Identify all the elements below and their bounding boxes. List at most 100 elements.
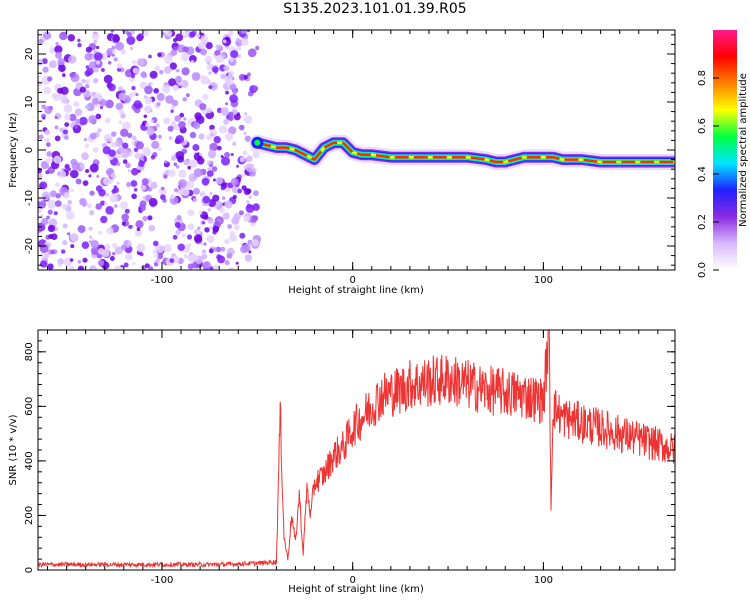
noise-speckle: [168, 78, 177, 87]
noise-speckle: [54, 115, 58, 120]
noise-speckle: [97, 128, 102, 133]
noise-speckle: [229, 83, 237, 91]
noise-speckle: [247, 239, 253, 245]
noise-speckle: [88, 226, 93, 231]
noise-speckle: [214, 200, 223, 210]
noise-speckle: [220, 246, 226, 252]
noise-speckle: [213, 136, 221, 144]
noise-speckle: [164, 55, 173, 64]
noise-speckle: [207, 208, 211, 212]
noise-speckle: [181, 67, 190, 76]
noise-speckle: [154, 65, 161, 72]
noise-speckle: [105, 192, 110, 197]
noise-speckle: [73, 101, 80, 108]
noise-speckle: [44, 129, 51, 135]
noise-speckle: [111, 49, 116, 54]
noise-speckle: [240, 38, 249, 46]
noise-speckle: [237, 54, 241, 58]
noise-speckle: [41, 191, 51, 201]
noise-speckle: [157, 52, 162, 58]
noise-speckle: [249, 215, 258, 223]
noise-speckle: [181, 187, 190, 197]
noise-speckle: [175, 135, 185, 144]
noise-speckle: [100, 200, 106, 206]
noise-speckle: [88, 61, 97, 69]
noise-speckle: [243, 159, 247, 163]
noise-speckle: [38, 38, 44, 45]
noise-speckle: [132, 261, 136, 266]
noise-speckle: [169, 258, 175, 263]
spectrogram-plot-area: [38, 30, 675, 270]
noise-speckle: [112, 242, 118, 248]
noise-speckle: [103, 133, 113, 143]
noise-speckle: [47, 224, 56, 233]
noise-speckle: [38, 200, 47, 209]
noise-speckle: [70, 244, 75, 249]
noise-speckle: [164, 160, 168, 164]
noise-speckle: [107, 61, 112, 65]
noise-speckle: [247, 48, 257, 58]
noise-speckle: [242, 243, 251, 253]
noise-speckle: [228, 126, 237, 135]
noise-speckle: [252, 203, 260, 211]
noise-speckle: [59, 31, 68, 41]
noise-speckle: [172, 84, 179, 92]
noise-speckle: [187, 223, 195, 231]
noise-speckle: [199, 190, 206, 198]
noise-speckle: [220, 73, 226, 80]
noise-speckle: [145, 105, 152, 112]
noise-speckle: [157, 253, 164, 260]
noise-speckle: [245, 204, 255, 213]
noise-speckle: [173, 162, 178, 167]
noise-speckle: [67, 34, 76, 42]
noise-speckle: [222, 39, 227, 44]
noise-speckle: [138, 160, 145, 167]
noise-speckle: [45, 157, 52, 164]
noise-speckle: [106, 227, 114, 235]
noise-speckle: [116, 181, 120, 185]
snr-y-axis-label: SNR (10 * v/v): [8, 414, 19, 485]
noise-speckle: [242, 150, 248, 156]
noise-speckle: [70, 158, 78, 166]
snr-panel: -100 0 100 0 200 400 600 800 Height of straight…: [8, 329, 676, 595]
noise-speckle: [246, 30, 251, 33]
x-tick-label: 0: [349, 275, 355, 286]
noise-speckle: [64, 113, 71, 121]
noise-speckle: [224, 260, 230, 266]
y-tick-label: 800: [24, 342, 35, 361]
noise-speckle: [90, 240, 99, 249]
noise-speckle: [163, 66, 172, 74]
noise-speckle: [206, 61, 211, 65]
noise-speckle: [236, 46, 242, 51]
colorbar-tick-label: 0.0: [697, 262, 708, 278]
noise-speckle: [189, 159, 198, 168]
noise-speckle: [104, 117, 111, 124]
noise-speckle: [193, 187, 200, 195]
noise-speckle: [208, 248, 214, 254]
noise-speckle: [216, 145, 222, 151]
noise-speckle: [93, 159, 99, 165]
noise-speckle: [118, 92, 127, 101]
noise-speckle: [63, 104, 73, 113]
noise-speckle: [81, 152, 89, 161]
noise-speckle: [171, 120, 176, 125]
noise-speckle: [62, 223, 68, 229]
noise-speckle: [57, 57, 65, 66]
noise-speckle: [114, 265, 122, 270]
noise-speckle: [94, 52, 103, 61]
noise-speckle: [145, 122, 151, 128]
noise-speckle: [75, 178, 82, 185]
noise-speckle: [203, 242, 207, 246]
noise-speckle: [215, 54, 224, 64]
noise-speckle: [187, 165, 191, 170]
noise-speckle: [58, 170, 67, 179]
noise-speckle: [195, 33, 201, 39]
noise-speckle: [134, 151, 142, 159]
noise-speckle: [42, 116, 46, 120]
noise-speckle: [201, 177, 210, 186]
noise-speckle: [122, 121, 131, 131]
noise-speckle: [42, 66, 49, 73]
noise-speckle: [102, 177, 111, 186]
noise-speckle: [150, 155, 156, 160]
noise-speckle: [213, 264, 219, 270]
